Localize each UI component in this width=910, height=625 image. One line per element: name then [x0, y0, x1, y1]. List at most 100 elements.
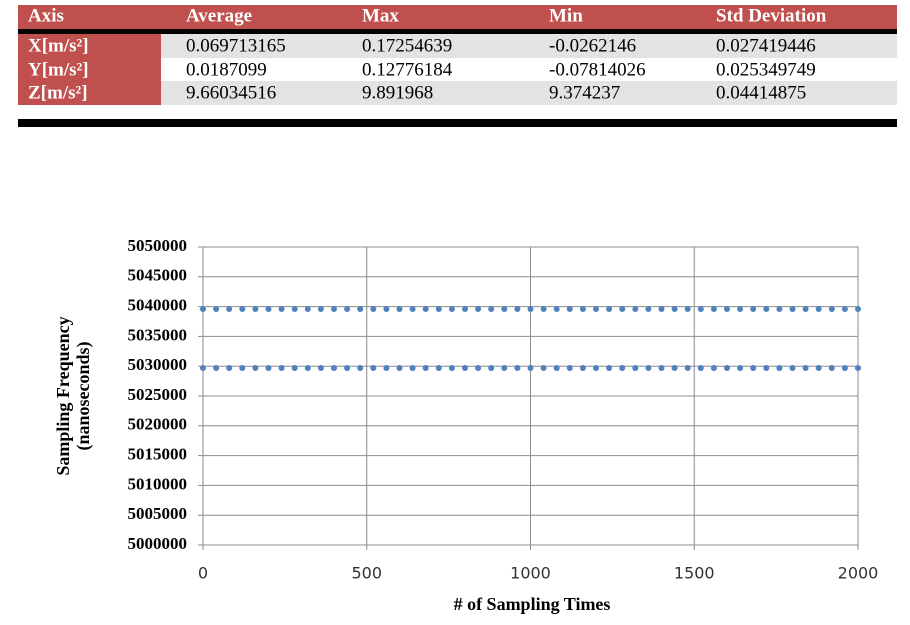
y-tick-label: 5015000	[128, 445, 188, 464]
data-point	[855, 364, 861, 371]
table-cell: 0.12776184	[362, 59, 453, 80]
data-point	[344, 364, 351, 371]
data-point	[226, 305, 233, 312]
table-cell: -0.07814026	[549, 59, 646, 80]
data-point	[317, 305, 324, 312]
data-point	[331, 364, 337, 371]
data-point	[632, 305, 639, 312]
data-point	[213, 364, 220, 371]
data-point	[317, 364, 324, 371]
data-point	[553, 305, 560, 312]
data-point	[409, 305, 416, 312]
data-point	[200, 305, 206, 312]
table-header-cell: Max	[362, 5, 399, 26]
data-point	[645, 305, 652, 312]
y-axis-label: (nanoseconds)	[73, 341, 94, 450]
data-point	[252, 305, 259, 312]
table-axis-cell	[18, 58, 161, 82]
data-point	[304, 364, 311, 371]
data-point	[435, 364, 442, 371]
x-tick-label: 2000	[838, 564, 879, 583]
data-point	[697, 305, 704, 312]
y-tick-label: 5035000	[128, 325, 188, 344]
data-point	[579, 305, 586, 312]
data-point	[553, 364, 560, 371]
data-point	[684, 364, 691, 371]
table-row-bg	[18, 81, 897, 105]
table-header-cell: Std Deviation	[716, 5, 827, 26]
table-bottom-rule	[18, 119, 897, 127]
table-cell: 9.66034516	[186, 82, 276, 103]
data-point	[737, 305, 744, 312]
data-point	[566, 364, 573, 371]
data-point	[658, 364, 665, 371]
data-point	[331, 305, 337, 312]
data-point	[475, 364, 482, 371]
data-point	[462, 364, 468, 371]
data-point	[291, 305, 298, 312]
data-point	[422, 305, 429, 312]
data-point	[763, 364, 770, 371]
data-point	[750, 305, 757, 312]
data-point	[514, 364, 521, 371]
data-point	[789, 364, 796, 371]
table-cell: 0.027419446	[716, 35, 816, 56]
data-point	[226, 364, 233, 371]
x-axis-label: # of Sampling Times	[454, 594, 611, 614]
data-point	[619, 305, 626, 312]
data-point	[370, 305, 377, 312]
data-point	[501, 305, 508, 312]
table-cell: 9.891968	[362, 82, 433, 103]
data-point	[540, 364, 547, 371]
data-point	[841, 305, 848, 312]
table-row-bg	[18, 34, 897, 58]
y-tick-label: 5045000	[128, 266, 188, 285]
y-tick-label: 5040000	[128, 296, 188, 315]
data-point	[802, 305, 809, 312]
data-point	[448, 305, 455, 312]
table-cell: 0.04414875	[716, 82, 806, 103]
data-point	[357, 305, 364, 312]
data-point	[841, 364, 848, 371]
data-point	[527, 305, 534, 312]
data-point	[645, 364, 652, 371]
data-point	[396, 364, 403, 371]
data-point	[828, 305, 835, 312]
x-tick-label: 1500	[674, 564, 715, 583]
data-point	[448, 364, 455, 371]
data-point	[606, 364, 613, 371]
data-point	[265, 364, 272, 371]
table-cell: X[m/s²]	[28, 35, 89, 56]
data-point	[697, 364, 704, 371]
table-cell: 0.17254639	[362, 35, 452, 56]
x-tick-label: 0	[198, 564, 208, 583]
data-point	[776, 364, 783, 371]
table-header-cell: Average	[186, 5, 252, 26]
data-point	[291, 364, 298, 371]
data-point	[789, 305, 796, 312]
y-tick-label: 5025000	[128, 385, 188, 404]
data-point	[566, 305, 573, 312]
plot-border	[202, 246, 859, 546]
data-point	[370, 364, 377, 371]
table-cell: 0.0187099	[186, 59, 267, 80]
data-point	[671, 364, 678, 371]
data-point	[200, 364, 206, 371]
data-point	[501, 364, 508, 371]
data-point	[488, 364, 495, 371]
data-point	[514, 305, 521, 312]
data-point	[304, 305, 311, 312]
data-point	[579, 364, 586, 371]
data-point	[422, 364, 429, 371]
data-point	[632, 364, 639, 371]
y-tick-label: 5005000	[128, 504, 188, 523]
data-point	[802, 364, 809, 371]
table-cell: 0.069713165	[186, 35, 286, 56]
table-cell: Y[m/s²]	[28, 59, 89, 80]
data-point	[671, 305, 678, 312]
data-point	[409, 364, 416, 371]
y-axis-label: Sampling Frequency	[53, 316, 73, 475]
table-header-cell: Axis	[28, 5, 64, 26]
data-point	[383, 364, 390, 371]
